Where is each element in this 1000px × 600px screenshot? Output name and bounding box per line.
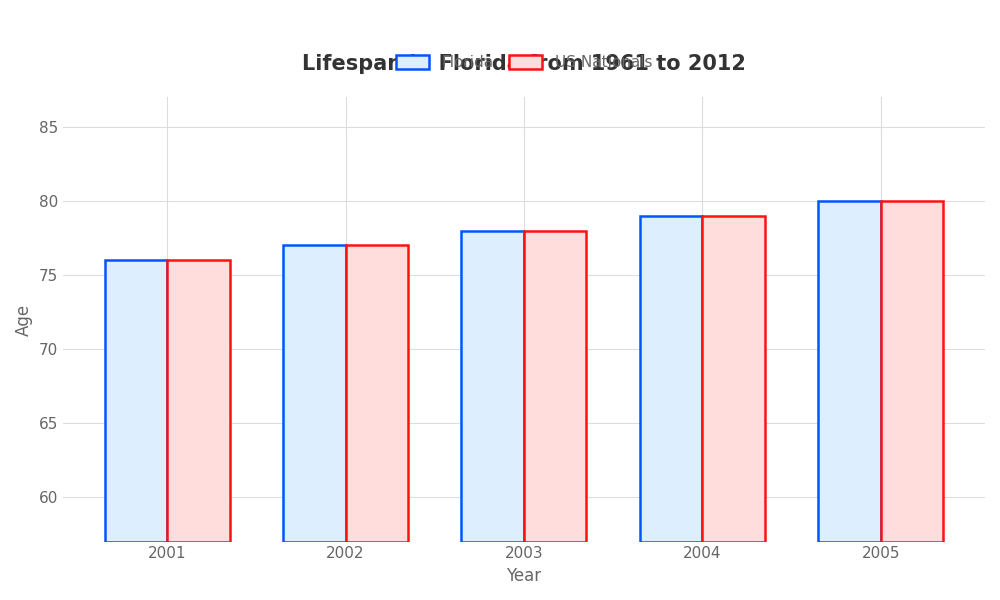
Bar bbox=[818, 201, 881, 542]
Y-axis label: Age: Age bbox=[15, 304, 33, 335]
Bar bbox=[702, 216, 765, 542]
Bar bbox=[881, 201, 943, 542]
Bar bbox=[640, 216, 702, 542]
Title: Lifespan in Florida from 1961 to 2012: Lifespan in Florida from 1961 to 2012 bbox=[302, 53, 746, 74]
Bar bbox=[461, 230, 524, 542]
Bar bbox=[346, 245, 408, 542]
Bar bbox=[167, 260, 230, 542]
X-axis label: Year: Year bbox=[506, 567, 541, 585]
Legend: Florida, US Nationals: Florida, US Nationals bbox=[388, 47, 660, 77]
Bar bbox=[283, 245, 346, 542]
Bar bbox=[524, 230, 586, 542]
Bar bbox=[105, 260, 167, 542]
